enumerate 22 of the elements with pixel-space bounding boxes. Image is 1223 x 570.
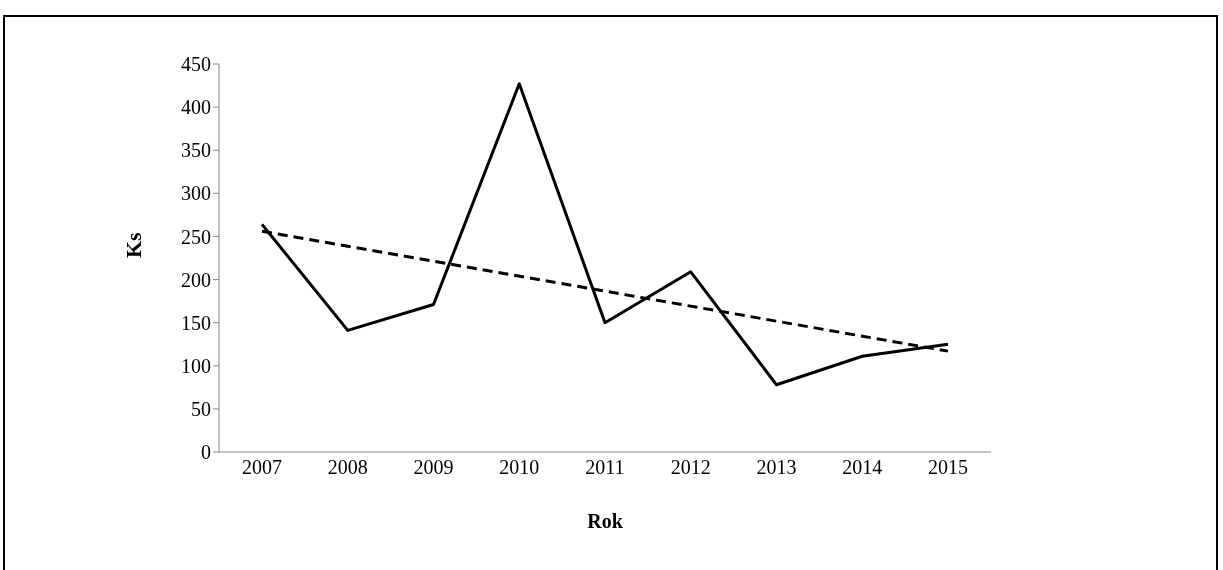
y-tick-label: 250 bbox=[181, 225, 211, 248]
y-tick-label: 300 bbox=[181, 182, 211, 205]
y-tick-label: 0 bbox=[201, 441, 211, 464]
y-tick-label: 100 bbox=[181, 354, 211, 377]
x-tick-label: 2009 bbox=[413, 456, 454, 479]
x-tick-label: 2010 bbox=[499, 456, 540, 479]
line-series bbox=[260, 82, 950, 387]
y-tick-label: 50 bbox=[191, 397, 211, 420]
x-tick-label: 2007 bbox=[242, 456, 282, 479]
x-axis-title: Rok bbox=[587, 510, 624, 532]
y-tick-label: 150 bbox=[181, 311, 211, 334]
x-tick-label: 2013 bbox=[756, 456, 797, 479]
x-tick-label: 2012 bbox=[670, 456, 711, 479]
x-tick-label: 2014 bbox=[842, 456, 883, 479]
y-axis-title: Ks bbox=[120, 231, 146, 258]
y-tick-label: 200 bbox=[181, 268, 211, 291]
x-tick-label: 2008 bbox=[327, 456, 368, 479]
x-tick-label: 2015 bbox=[928, 456, 968, 479]
y-tick-label: 350 bbox=[181, 139, 211, 162]
x-tick-label: 2011 bbox=[585, 456, 625, 479]
y-tick-label: 450 bbox=[181, 53, 211, 76]
y-tick-label: 400 bbox=[181, 96, 211, 119]
